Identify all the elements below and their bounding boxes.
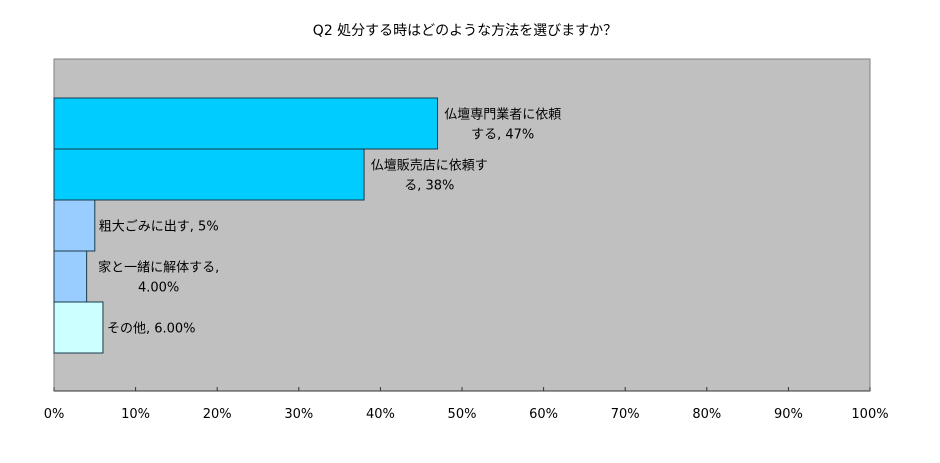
bar [53, 97, 439, 150]
data-label: る, 38% [404, 179, 454, 194]
x-tick-label: 50% [448, 407, 477, 422]
data-label: 4.00% [138, 281, 179, 296]
x-tick-label: 60% [529, 407, 558, 422]
data-label: 仏壇販売店に依頼す [371, 158, 488, 174]
bar [53, 199, 96, 252]
x-tick-label: 80% [692, 407, 721, 422]
bar [53, 250, 88, 303]
chart-title: Q2 処分する時はどのような方法を選びますか？ [313, 23, 617, 39]
x-tick-label: 0% [44, 407, 65, 422]
x-tick-label: 40% [366, 407, 395, 422]
x-tick-label: 70% [611, 407, 640, 422]
data-label: 粗大ごみに出す, 5% [99, 219, 219, 235]
data-label: その他, 6.00% [107, 322, 196, 337]
x-tick-label: 100% [851, 407, 888, 422]
bar [53, 301, 104, 354]
data-label: する, 47% [471, 128, 534, 143]
x-tick-label: 90% [774, 407, 803, 422]
data-label: 仏壇専門業者に依頼 [444, 107, 561, 123]
data-label: 家と一緒に解体する, [98, 260, 219, 276]
x-tick-label: 20% [203, 407, 232, 422]
x-tick-label: 30% [284, 407, 313, 422]
bar [53, 148, 365, 201]
x-tick-label: 10% [121, 407, 150, 422]
